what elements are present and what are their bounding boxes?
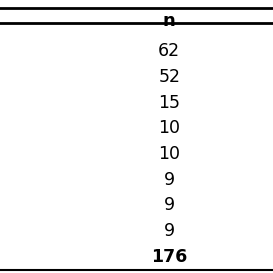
Text: 15: 15 <box>158 94 180 112</box>
Text: 9: 9 <box>164 196 175 214</box>
Text: 9: 9 <box>164 222 175 240</box>
Text: 62: 62 <box>158 42 180 60</box>
Text: n: n <box>163 12 176 30</box>
Text: 52: 52 <box>158 68 180 86</box>
Text: 10: 10 <box>158 119 180 137</box>
Text: 9: 9 <box>164 171 175 189</box>
Text: 176: 176 <box>151 248 187 266</box>
Text: 10: 10 <box>158 145 180 163</box>
